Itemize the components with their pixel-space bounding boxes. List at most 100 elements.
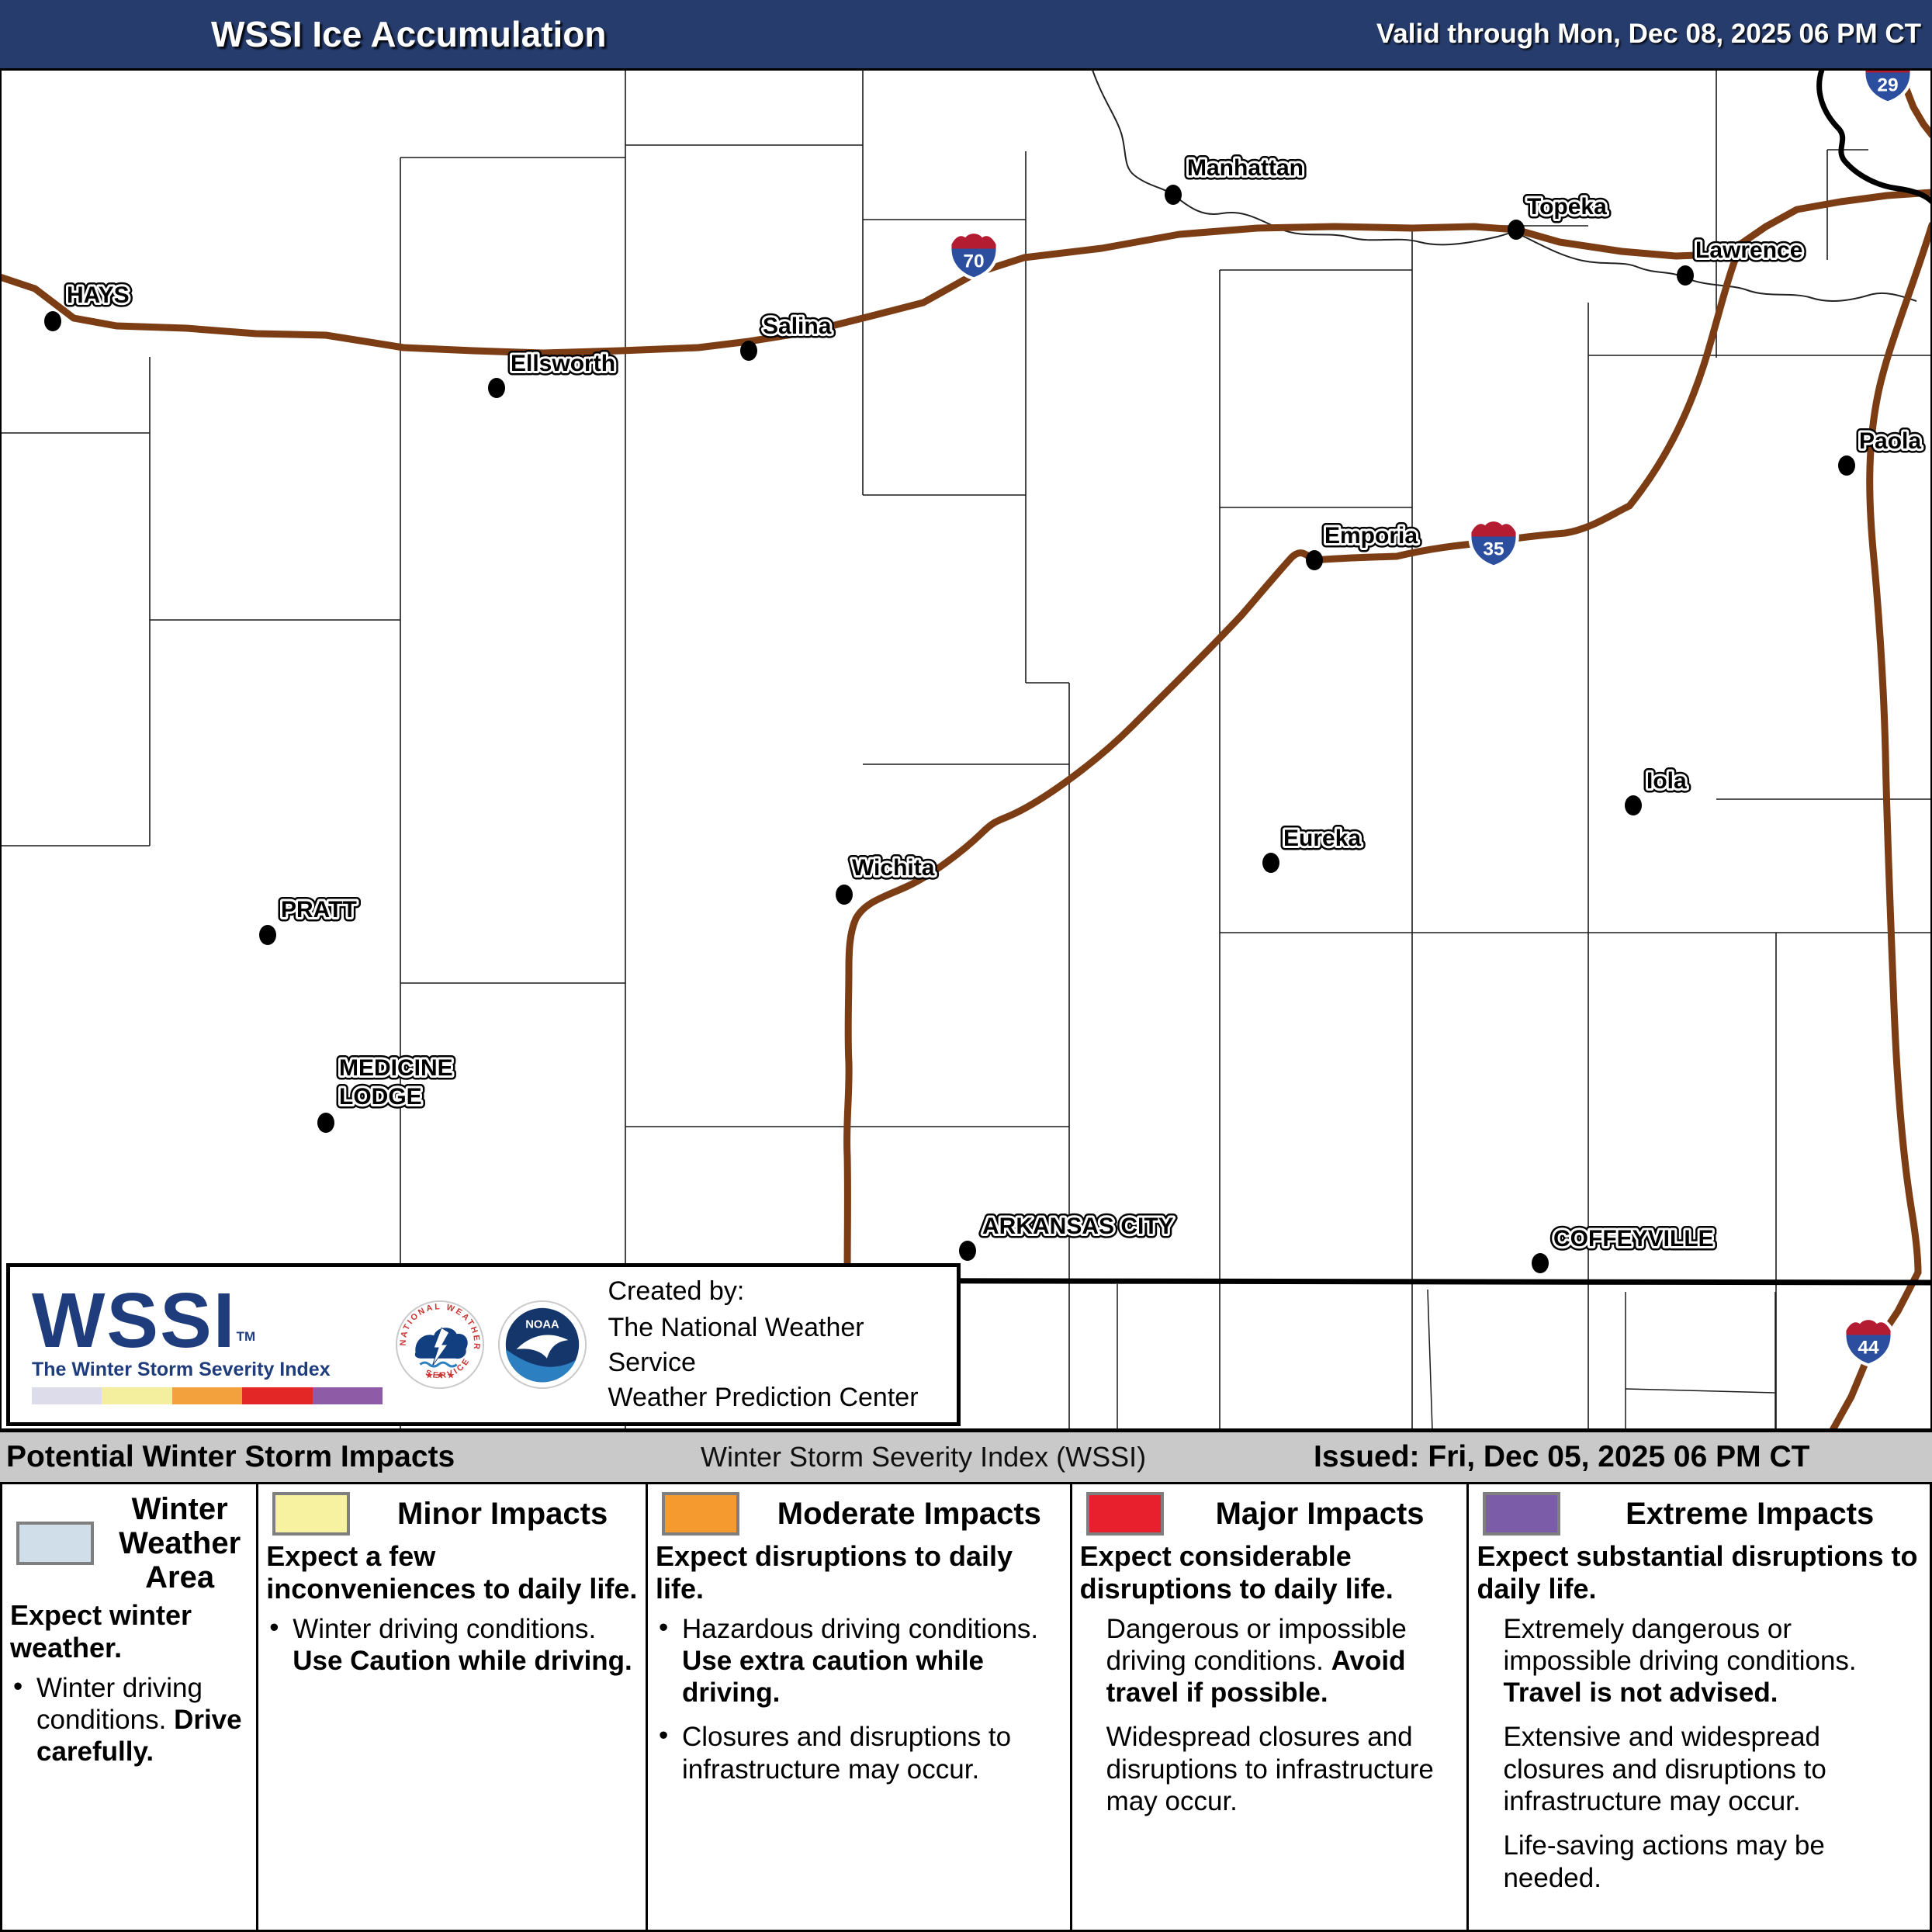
city-dot bbox=[959, 1241, 976, 1261]
city-label: COFFEYVILLE bbox=[1553, 1226, 1714, 1252]
city-label: Manhattan bbox=[1187, 155, 1304, 181]
city-label: Manhattan bbox=[1187, 155, 1304, 181]
city-label: Emporia bbox=[1324, 523, 1418, 549]
map-area: 70 35 44 29 HAYS HAYS HAYS Ellsworth Ellsworth El… bbox=[0, 70, 1932, 1430]
created-by-text: Created by: The National Weather Service… bbox=[608, 1274, 957, 1415]
legend-swatch bbox=[1483, 1492, 1561, 1536]
legend-title: Minor Impacts bbox=[397, 1497, 608, 1531]
city-label: Paola bbox=[1859, 428, 1921, 454]
city-label: LODGE bbox=[339, 1084, 422, 1110]
svg-text:NOAA: NOAA bbox=[525, 1318, 559, 1331]
legend-item: Dangerous or impossible driving conditio… bbox=[1106, 1613, 1407, 1709]
legend-item: Extremely dangerous or impossible drivin… bbox=[1503, 1613, 1857, 1709]
city-dot bbox=[1625, 795, 1642, 815]
impact-legend: Winter Weather Area Expect winter weather… bbox=[0, 1484, 1932, 1932]
legend-item: • Closures and disruptions to infrastruct… bbox=[659, 1720, 1012, 1785]
legend-item: Life-saving actions may be needed. bbox=[1503, 1830, 1825, 1893]
city-label: Wichita bbox=[852, 855, 935, 881]
city-label: PRATT bbox=[281, 897, 357, 923]
legend-lead: Expect disruptions to daily life. bbox=[656, 1540, 1013, 1605]
bullet-icon: • bbox=[659, 1612, 669, 1643]
state-border bbox=[1816, 70, 1932, 205]
city-dot bbox=[740, 341, 757, 361]
city-label: Topeka bbox=[1527, 194, 1607, 220]
city-label: Wichita bbox=[852, 855, 935, 881]
city-label: HAYS bbox=[67, 282, 130, 308]
city-label: Paola bbox=[1859, 428, 1921, 454]
city-label: PRATT bbox=[281, 897, 357, 923]
city-label: COFFEYVILLE bbox=[1553, 1226, 1714, 1252]
legend-item: • Winter driving conditions. Drive carefu… bbox=[13, 1671, 242, 1768]
city-label: Lawrence bbox=[1695, 237, 1802, 263]
city-label: PRATT bbox=[281, 897, 357, 923]
city-label: Topeka bbox=[1527, 194, 1607, 220]
interstate-70-shield-icon: 70 bbox=[948, 230, 999, 281]
created-by-line2: The National Weather Service bbox=[608, 1313, 864, 1377]
svg-text:29: 29 bbox=[1877, 74, 1898, 95]
legend-swatch bbox=[272, 1492, 351, 1536]
city-dot bbox=[836, 885, 853, 905]
interstate-road bbox=[843, 240, 1745, 1358]
city-dot bbox=[1262, 853, 1279, 873]
river-line bbox=[1092, 70, 1917, 302]
city-label: LODGE bbox=[339, 1084, 422, 1110]
interstate-road bbox=[1737, 189, 1932, 248]
nws-stars: ★ ★ ★ bbox=[424, 1369, 454, 1380]
city-label: Ellsworth bbox=[511, 351, 615, 376]
legend-lead: Expect considerable disruptions to daily… bbox=[1079, 1540, 1394, 1605]
wssi-strip-segment bbox=[242, 1387, 313, 1404]
city-label: Salina bbox=[763, 313, 832, 339]
legend-column-moderate-impacts: Moderate Impacts Expect disruptions to da… bbox=[648, 1484, 1072, 1930]
legend-title: Major Impacts bbox=[1215, 1497, 1425, 1531]
agency-logos: NATIONAL WEATHER SERVICE ★ ★ ★ bbox=[394, 1299, 588, 1390]
logo-credit-box: WSSITM The Winter Storm Severity Index N… bbox=[6, 1263, 961, 1426]
legend-swatch bbox=[16, 1522, 94, 1565]
interstate-44-shield-icon: 44 bbox=[1843, 1317, 1894, 1367]
nws-logo-icon: NATIONAL WEATHER SERVICE ★ ★ ★ bbox=[395, 1300, 484, 1390]
city-dot bbox=[1165, 185, 1182, 205]
city-label: ARKANSAS CITY bbox=[982, 1214, 1174, 1239]
legend-title: Moderate Impacts bbox=[777, 1497, 1041, 1531]
issued-text: Issued: Fri, Dec 05, 2025 06 PM CT bbox=[1314, 1440, 1810, 1473]
city-label: ARKANSAS CITY bbox=[982, 1214, 1174, 1239]
city-dot bbox=[44, 311, 61, 331]
kansas-map: 70354429HAYSHAYSHAYSEllsworthEllsworthEl… bbox=[0, 70, 1932, 1430]
wssi-tagline: The Winter Storm Severity Index bbox=[32, 1358, 331, 1380]
city-label: HAYS bbox=[67, 282, 130, 308]
bullet-icon: • bbox=[13, 1671, 23, 1702]
tm-mark: TM bbox=[236, 1328, 256, 1344]
city-dot bbox=[1677, 265, 1694, 286]
city-label: Emporia bbox=[1324, 523, 1418, 549]
city-label: Eureka bbox=[1283, 826, 1361, 851]
city-dot bbox=[1306, 550, 1323, 570]
city-label: Paola bbox=[1859, 428, 1921, 454]
city-dot bbox=[1508, 220, 1525, 240]
city-label: Manhattan bbox=[1187, 155, 1304, 181]
city-label: COFFEYVILLE bbox=[1553, 1226, 1714, 1252]
legend-lead: Expect a few inconveniences to daily lif… bbox=[266, 1540, 638, 1605]
legend-column-winter-weather-area: Winter Weather Area Expect winter weather… bbox=[2, 1484, 259, 1930]
legend-item: Widespread closures and disruptions to i… bbox=[1106, 1722, 1434, 1816]
city-dot bbox=[1532, 1253, 1549, 1273]
city-label: Eureka bbox=[1283, 826, 1361, 851]
city-label: MEDICINE bbox=[339, 1055, 453, 1081]
impacts-bar-title: Potential Winter Storm Impacts bbox=[6, 1440, 455, 1473]
interstate-road bbox=[1899, 75, 1932, 139]
city-label: Wichita bbox=[852, 855, 935, 881]
city-label: Salina bbox=[763, 313, 832, 339]
city-dot bbox=[488, 378, 505, 398]
created-by-line1: Created by: bbox=[608, 1276, 745, 1307]
legend-title: Winter Weather Area bbox=[119, 1492, 241, 1594]
city-label: Ellsworth bbox=[511, 351, 615, 376]
city-label: Lawrence bbox=[1695, 237, 1802, 263]
interstate-road bbox=[1866, 221, 1932, 1276]
bullet-icon: • bbox=[269, 1612, 279, 1643]
county-border bbox=[1625, 1388, 1776, 1394]
city-label: HAYS bbox=[67, 282, 130, 308]
interstate-29-shield-icon: 29 bbox=[1862, 70, 1913, 105]
city-dot bbox=[259, 925, 276, 945]
legend-column-extreme-impacts: Extreme Impacts Expect substantial disrup… bbox=[1469, 1484, 1930, 1930]
legend-title: Extreme Impacts bbox=[1626, 1497, 1875, 1531]
city-label: Topeka bbox=[1527, 194, 1607, 220]
wssi-strip-segment bbox=[312, 1387, 383, 1404]
